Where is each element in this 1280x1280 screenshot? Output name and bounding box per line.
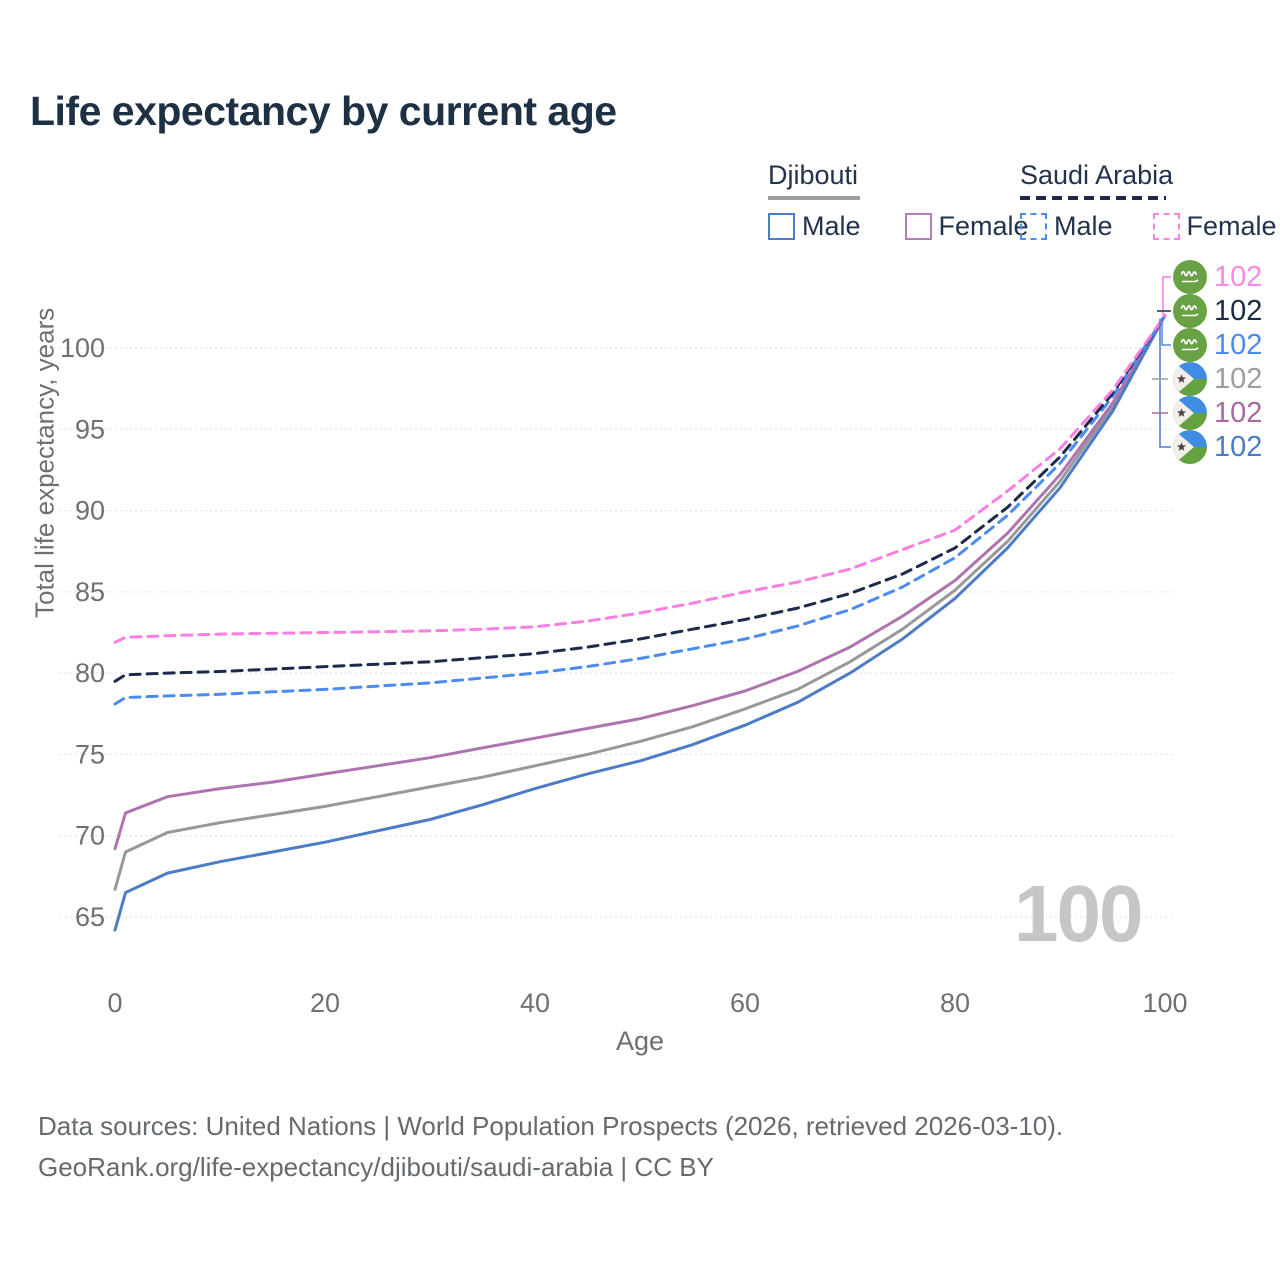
- legend-group-title: Saudi Arabia: [1020, 160, 1174, 190]
- djibouti-flag-icon: [1173, 362, 1207, 396]
- legend-group-title: Djibouti: [768, 160, 859, 190]
- series-lines: [113, 314, 1167, 932]
- legend-label-djibouti-male[interactable]: Male: [802, 211, 861, 241]
- x-tick-labels: 0 20 40 60 80 100: [107, 988, 1187, 1018]
- gridlines: [60, 347, 1172, 918]
- svg-text:40: 40: [520, 988, 550, 1018]
- leader-lines: [1152, 276, 1171, 448]
- djibouti-flag-icon: [1173, 396, 1207, 430]
- series-line-djibouti-female: [113, 314, 1167, 851]
- end-value-label: 102: [1214, 362, 1263, 395]
- djibouti-flag-icon: [1173, 430, 1207, 464]
- series-line-djibouti-combined: [113, 314, 1167, 891]
- end-label-row: 102: [1173, 328, 1262, 362]
- saudi-arabia-flag-icon: [1173, 328, 1207, 362]
- end-value-label: 102: [1214, 396, 1263, 429]
- legend-swatch-djibouti-female[interactable]: [904, 213, 932, 240]
- svg-text:90: 90: [75, 496, 105, 526]
- end-value-label: 102: [1214, 328, 1263, 361]
- svg-text:95: 95: [75, 414, 105, 444]
- saudi-arabia-flag-icon: [1173, 260, 1207, 294]
- end-value-label: 102: [1214, 294, 1263, 327]
- footer-attribution: GeoRank.org/life-expectancy/djibouti/sau…: [38, 1152, 714, 1182]
- legend-label-saudi-male[interactable]: Male: [1054, 211, 1113, 241]
- svg-text:85: 85: [75, 577, 105, 607]
- series-line-saudi-arabia-female: [113, 314, 1167, 644]
- line-chart-canvas: 65 70 75 80 85 90 95 100 0 20 40 60 80 100: [60, 276, 1188, 1018]
- end-label-row: 102: [1173, 430, 1262, 464]
- footer: Data sources: United Nations | World Pop…: [38, 1106, 1063, 1188]
- legend-swatch-saudi-female[interactable]: [1152, 213, 1180, 240]
- legend-underline-solid: [768, 196, 860, 200]
- age-watermark: 100: [1014, 869, 1143, 958]
- saudi-arabia-flag-icon: [1173, 294, 1207, 328]
- series-line-saudi-arabia-male: [113, 314, 1167, 706]
- legend-label-saudi-female[interactable]: Female: [1186, 211, 1277, 241]
- svg-text:80: 80: [75, 658, 105, 688]
- y-tick-labels: 65 70 75 80 85 90 95 100: [60, 333, 105, 932]
- legend-label-djibouti-female[interactable]: Female: [938, 211, 1029, 241]
- page-title: Life expectancy by current age: [30, 88, 617, 134]
- footer-datasource: Data sources: United Nations | World Pop…: [38, 1111, 1064, 1141]
- svg-text:60: 60: [730, 988, 760, 1018]
- legend-swatch-djibouti-male[interactable]: [768, 213, 795, 240]
- svg-text:75: 75: [75, 739, 105, 769]
- legend-swatch-saudi-male[interactable]: [1020, 213, 1047, 240]
- svg-text:80: 80: [940, 988, 970, 1018]
- x-axis-title: Age: [615, 1026, 665, 1056]
- legend-group-saudi-arabia: Saudi Arabia Male Female: [1020, 160, 1277, 242]
- series-line-saudi-arabia-combined: [113, 314, 1167, 683]
- end-value-label: 102: [1214, 430, 1263, 463]
- end-value-label: 102: [1214, 260, 1263, 293]
- end-label-row: 102: [1173, 396, 1262, 430]
- svg-text:100: 100: [1142, 988, 1187, 1018]
- end-label-row: 102: [1173, 362, 1262, 396]
- svg-text:100: 100: [60, 333, 105, 363]
- svg-text:0: 0: [107, 988, 122, 1018]
- svg-text:70: 70: [75, 821, 105, 851]
- series-line-djibouti-male: [113, 314, 1167, 932]
- end-label-row: 102: [1173, 260, 1262, 294]
- end-label-row: 102: [1173, 294, 1262, 328]
- legend-group-djibouti: Djibouti Male Female: [768, 160, 1029, 242]
- svg-text:65: 65: [75, 902, 105, 932]
- legend-underline-dashed: [1020, 196, 1166, 200]
- svg-text:20: 20: [310, 988, 340, 1018]
